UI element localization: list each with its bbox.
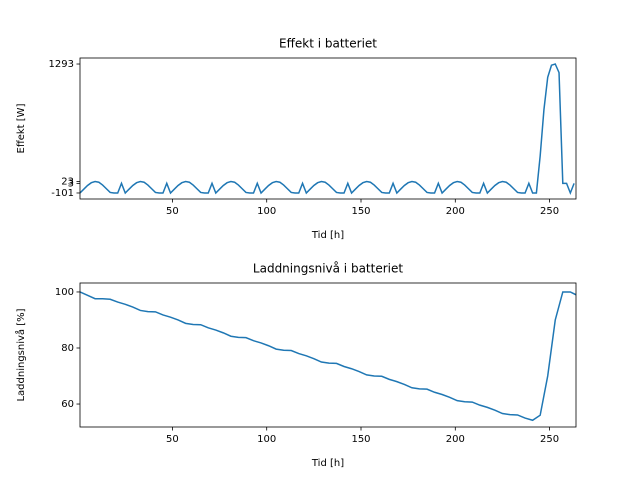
x-tick-label: 250 — [540, 434, 559, 445]
x-tick-label: 100 — [257, 206, 276, 217]
x-tick-label: 250 — [540, 206, 559, 217]
y-tick-label: 100 — [55, 287, 74, 298]
y-tick-label: 80 — [61, 343, 74, 354]
axes-frame — [79, 282, 577, 428]
y-axis-label: Effekt [W] — [16, 103, 27, 153]
y-tick-label: 23 — [61, 177, 74, 188]
axes-frame — [79, 57, 577, 200]
y-tick-label: 1293 — [49, 59, 74, 70]
data-line — [80, 63, 575, 196]
y-tick-label: 3 — [68, 178, 74, 189]
x-axis-label: Tid [h] — [311, 230, 344, 241]
x-tick-label: 50 — [166, 206, 179, 217]
x-axis-label: Tid [h] — [311, 458, 344, 469]
y-tick-label: 60 — [61, 399, 74, 410]
chart-title: Laddningsnivå i batteriet — [253, 262, 403, 276]
x-tick-label: 200 — [446, 206, 465, 217]
y-axis-label: Laddningsnivå [%] — [14, 308, 27, 401]
x-tick-label: 50 — [166, 434, 179, 445]
data-line — [80, 291, 576, 422]
chart-title: Effekt i batteriet — [279, 37, 377, 51]
x-tick-label: 150 — [351, 206, 370, 217]
x-tick-label: 150 — [351, 434, 370, 445]
x-tick-label: 100 — [257, 434, 276, 445]
x-tick-label: 200 — [446, 434, 465, 445]
y-tick-label: -101 — [51, 188, 74, 199]
